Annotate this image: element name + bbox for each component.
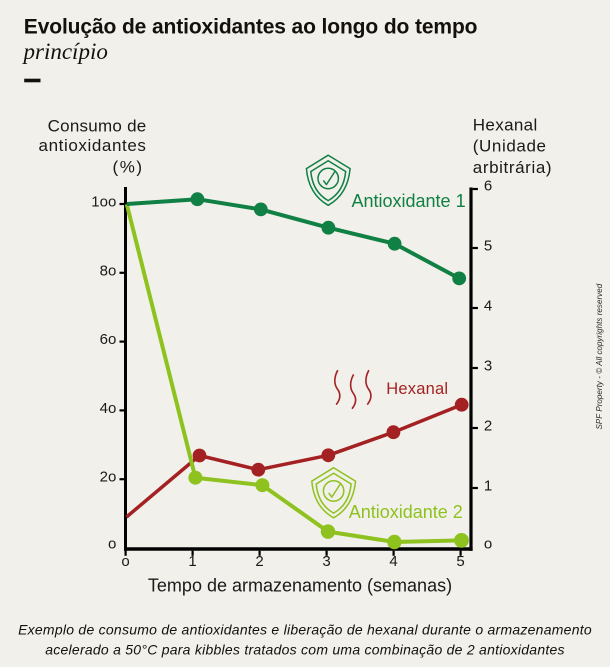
svg-text:Exemplo de consumo de antioxid: Exemplo de consumo de antioxidantes e li… — [18, 622, 592, 638]
svg-text:Hexanal: Hexanal — [473, 115, 538, 134]
svg-text:princípio: princípio — [22, 39, 108, 64]
svg-text:(%): (%) — [113, 157, 144, 176]
svg-text:Hexanal: Hexanal — [386, 380, 448, 398]
svg-text:o: o — [108, 535, 116, 552]
svg-text:Antioxidante 1: Antioxidante 1 — [352, 191, 466, 211]
svg-text:Tempo de armazenamento (semana: Tempo de armazenamento (semanas) — [148, 575, 452, 595]
svg-text:2o: 2o — [100, 469, 117, 486]
svg-text:8o: 8o — [100, 262, 117, 279]
svg-text:1oo: 1oo — [91, 194, 116, 211]
svg-text:1: 1 — [188, 553, 196, 570]
svg-text:1: 1 — [484, 478, 492, 495]
svg-text:2: 2 — [484, 418, 492, 435]
svg-text:6o: 6o — [100, 331, 117, 348]
svg-text:antioxidantes: antioxidantes — [39, 136, 147, 155]
svg-text:arbitrária): arbitrária) — [473, 158, 552, 177]
svg-text:3: 3 — [322, 553, 330, 570]
svg-text:4: 4 — [484, 298, 492, 315]
svg-text:3: 3 — [484, 358, 492, 375]
svg-text:SPF Property - © All copyright: SPF Property - © All copyrights reserved — [595, 283, 604, 429]
svg-text:4o: 4o — [100, 400, 117, 417]
svg-text:4: 4 — [389, 553, 397, 570]
svg-text:o: o — [484, 535, 492, 552]
svg-text:6: 6 — [484, 178, 492, 195]
svg-text:2: 2 — [255, 553, 263, 570]
svg-text:Consumo de: Consumo de — [48, 117, 147, 136]
svg-text:5: 5 — [484, 238, 492, 255]
svg-text:5: 5 — [456, 553, 464, 570]
svg-text:Antioxidante 2: Antioxidante 2 — [349, 502, 463, 522]
svg-text:(Unidade: (Unidade — [473, 137, 547, 156]
svg-text:o: o — [121, 553, 129, 570]
svg-text:Evolução de antioxidantes ao l: Evolução de antioxidantes ao longo do te… — [24, 15, 478, 38]
svg-text:acelerado a 50°C para kibbles: acelerado a 50°C para kibbles tratados c… — [45, 642, 565, 658]
